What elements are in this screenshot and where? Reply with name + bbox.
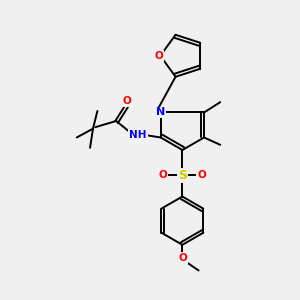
Text: O: O	[197, 170, 206, 180]
Text: S: S	[178, 169, 187, 182]
Text: O: O	[178, 253, 187, 263]
Text: N: N	[156, 107, 165, 118]
Text: O: O	[159, 170, 168, 180]
Text: O: O	[154, 51, 163, 61]
Text: O: O	[122, 96, 131, 106]
Text: NH: NH	[129, 130, 147, 140]
